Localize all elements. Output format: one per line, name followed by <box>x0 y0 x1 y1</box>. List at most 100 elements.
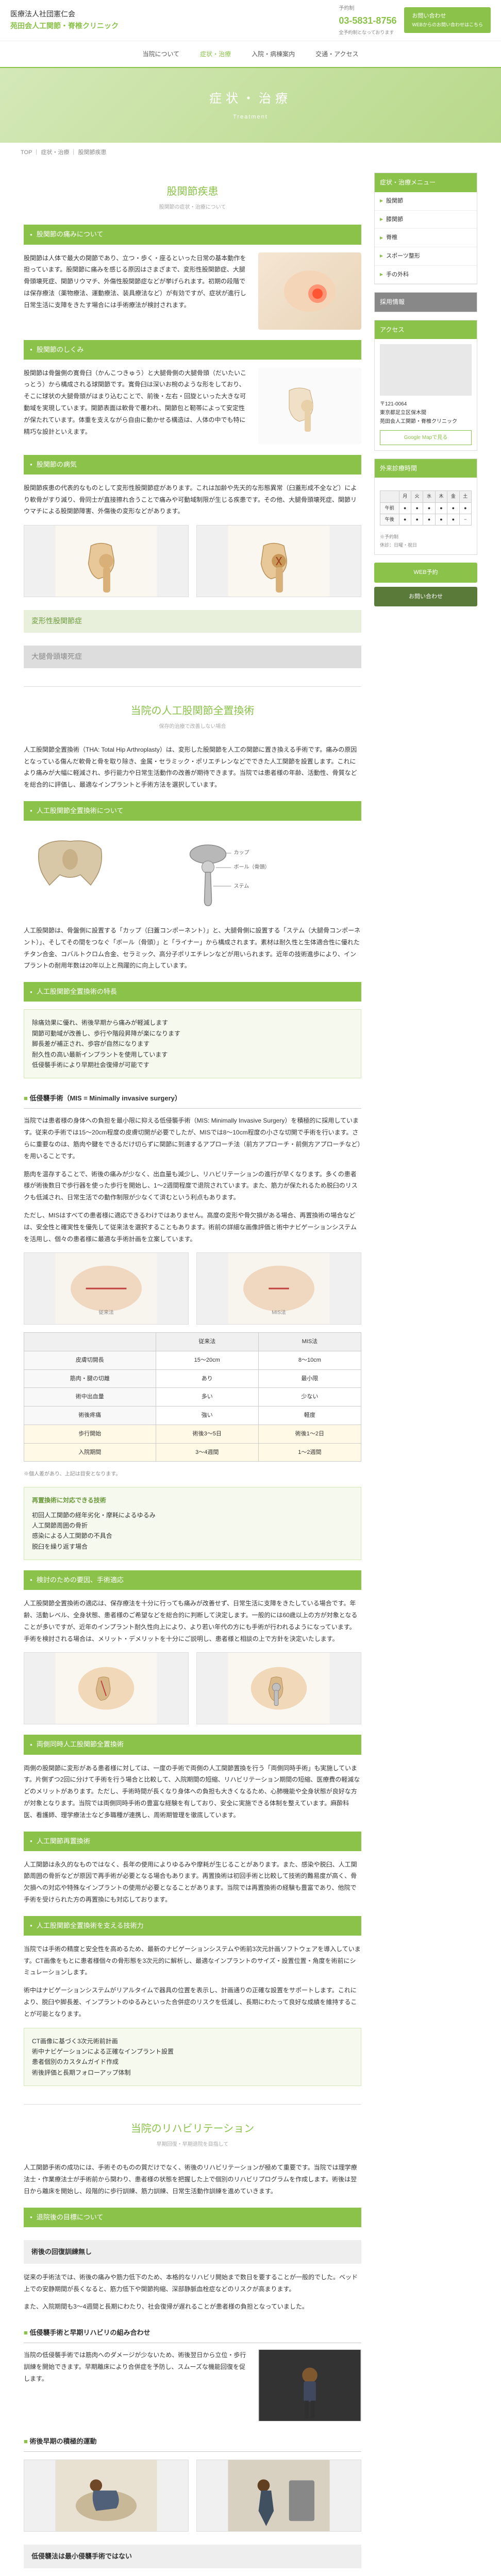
revision-text: 人工関節は永久的なものではなく、長年の使用によりゆるみや摩耗が生じることがありま… <box>24 1859 361 1906</box>
rehab-gray-1: 術後の回復訓練無し <box>24 2240 361 2264</box>
disease-image-2 <box>196 525 361 597</box>
main-content: 股関節疾患 股関節の症状・治療について 股関節の痛みについて 股関節は人体で最大… <box>24 173 361 2576</box>
dual-text: 両側の股関節に変形がある患者様に対しては、一度の手術で両側の人工関節置換を行う「… <box>24 1762 361 1821</box>
top-bar: 医療法人社団憲仁会 苑田会人工関節・脊椎クリニック 予約制 03-5831-87… <box>0 0 501 41</box>
map-placeholder[interactable] <box>380 344 472 396</box>
hours-note: ※予約制 休診：日曜・祝日 <box>380 533 472 549</box>
page-subtitle: 股関節の症状・治療について <box>24 203 361 212</box>
sidebar: 症状・治療メニュー 股関節 膝関節 脊椎 スポーツ整形 手の外科 採用情報 アク… <box>374 173 477 2576</box>
side-sports[interactable]: スポーツ整形 <box>375 247 477 266</box>
svg-text:ステム: ステム <box>234 883 249 889</box>
rehab-p1: 従来の手術法では、術後の痛みや筋力低下のため、本格的なリハビリ開始まで数日を要す… <box>24 2272 361 2295</box>
rehab-img-1 <box>258 2349 361 2421</box>
navi-head: 人工股関節全置換術を支える技術力 <box>24 1916 361 1936</box>
breadcrumb[interactable]: TOP ｜ 症状・治療 ｜ 股関節疾患 <box>0 143 501 163</box>
side-hours: 外来診療時間 月 火 水 木 金 土 午前 ● ● <box>374 459 477 555</box>
svg-text:ボール（骨頭）: ボール（骨頭） <box>234 864 270 870</box>
consider-img-1 <box>24 1652 189 1724</box>
phone-label: 予約制 <box>339 4 396 13</box>
navi-p1: 当院では手術の精度と安全性を高めるため、最新のナビゲーションシステムや術前3次元… <box>24 1943 361 1978</box>
disease-image-1 <box>24 525 189 597</box>
anatomy-image <box>258 367 361 445</box>
tab-oa[interactable]: 変形性股関節症 <box>24 610 361 633</box>
hip-pain-image <box>258 252 361 330</box>
side-access: アクセス 〒121-0064 東京都足立区保木間 苑田会人工関節・脊椎クリニック… <box>374 320 477 451</box>
tha-intro: 人工股関節全置換術（THA: Total Hip Arthroplasty）は、… <box>24 744 361 791</box>
address: 〒121-0064 東京都足立区保木間 苑田会人工関節・脊椎クリニック <box>380 400 472 426</box>
consider-text: 人工股関節全置換術の適応は、保存療法を十分に行っても痛みが改善せず、日常生活に支… <box>24 1598 361 1645</box>
tha-p1: 人工股関節は、骨盤側に設置する「カップ（臼蓋コンポーネント）」と、大腿骨側に設置… <box>24 925 361 972</box>
rehab-sub: 早期回復・早期退院を目指して <box>24 2140 361 2149</box>
feature-box: 除痛効果に優れ、術後早期から痛みが軽減します 関節可動域が改善し、歩行や階段昇降… <box>24 1009 361 1078</box>
navi-p2: 術中はナビゲーションシステムがリアルタイムで器具の位置を表示し、計画通りの正確な… <box>24 1985 361 2020</box>
mis-p1: 当院では患者様の身体への負担を最小限に抑える低侵襲手術（MIS: Minimal… <box>24 1115 361 1162</box>
svg-text:カップ: カップ <box>234 850 249 856</box>
nav-access[interactable]: 交通・アクセス <box>315 49 358 59</box>
phone-sub: 全予約制となっております <box>339 29 396 37</box>
nav-about[interactable]: 当院について <box>142 49 179 59</box>
hero-title: 症状・治療 <box>21 89 480 110</box>
side-recruit[interactable]: 採用情報 <box>374 292 477 312</box>
feature-3: 脚長差が補正され、歩容が自然になります <box>32 1039 353 1049</box>
anatomy-text: 股関節は骨盤側の寛骨臼（かんこつきゅう）と大腿骨側の大腿骨頭（だいたいこっとう）… <box>24 367 248 445</box>
rehab-img-3 <box>196 2460 361 2532</box>
side-menu: 症状・治療メニュー 股関節 膝関節 脊椎 スポーツ整形 手の外科 <box>374 173 477 284</box>
tha-feature-head: 人工股関節全置換術の特長 <box>24 982 361 1002</box>
tha-sub: 保存的治療で改善しない場合 <box>24 722 361 731</box>
section-disease: 股関節の病気 <box>24 455 361 474</box>
feature-5: 低侵襲手術により早期社会復帰が可能です <box>32 1060 353 1070</box>
side-reserve-btn[interactable]: WEB予約 <box>374 563 477 583</box>
tab-necrosis[interactable]: 大腿骨頭壊死症 <box>24 646 361 668</box>
contact-button[interactable]: お問い合わせ WEBからのお問い合わせはこちら <box>404 7 491 33</box>
rehab-sub1: 低侵襲手術と早期リハビリの組み合わせ <box>24 2323 361 2343</box>
map-button[interactable]: Google Mapで見る <box>380 430 472 445</box>
side-knee[interactable]: 膝関節 <box>375 211 477 229</box>
main-nav: 当院について 症状・治療 入院・病棟案内 交通・アクセス <box>0 41 501 68</box>
rehab-title: 当院のリハビリテーション <box>24 2104 361 2138</box>
navi-items: CT画像に基づく3次元術前計画 術中ナビゲーションによる正確なインプラント設置 … <box>24 2028 361 2087</box>
side-hand[interactable]: 手の外科 <box>375 266 477 284</box>
rehab-goal-head: 退院後の目標について <box>24 2208 361 2227</box>
page-title: 股関節疾患 <box>24 183 361 200</box>
svg-text:MIS法: MIS法 <box>272 1309 286 1316</box>
rehab-p2: また、入院期間も3〜4週間と長期にわたり、社会復帰が遅れることが患者様の負担とな… <box>24 2301 361 2313</box>
nav-treatment[interactable]: 症状・治療 <box>200 49 231 59</box>
consider-head: 検討のための要因、手術適応 <box>24 1570 361 1590</box>
side-spine[interactable]: 脊椎 <box>375 229 477 247</box>
rehab-gray-2: 低侵襲法は最小侵襲手術ではない <box>24 2545 361 2568</box>
hero: 症状・治療 Treatment <box>0 68 501 142</box>
logo-main: 苑田会人工関節・脊椎クリニック <box>10 22 119 30</box>
hours-table: 月 火 水 木 金 土 午前 ● ● ● ● ● ● <box>380 490 472 526</box>
pain-text: 股関節は人体で最大の関節であり、立つ・歩く・座るといった日常の基本動作を担ってい… <box>24 252 248 330</box>
header-contact: 予約制 03-5831-8756 全予約制となっております お問い合わせ WEB… <box>339 4 491 37</box>
side-contact-btn[interactable]: お問い合わせ <box>374 587 477 607</box>
mis-image-1: 従来法 <box>24 1252 189 1325</box>
phone-number[interactable]: 03-5831-8756 <box>339 13 396 29</box>
mis-image-2: MIS法 <box>196 1252 361 1325</box>
mis-p2: 筋肉を温存することで、術後の痛みが少なく、出血量も減少し、リハビリテーションの進… <box>24 1168 361 1204</box>
hero-sub: Treatment <box>21 112 480 122</box>
rehab-sub1-text: 当院の低侵襲手術では筋肉へのダメージが少ないため、術後翌日から立位・歩行訓練を開… <box>24 2349 248 2421</box>
revision-candidates: 再置換術に対応できる技術 初回人工関節の経年劣化・摩耗によるゆるみ 人工関節周囲… <box>24 1487 361 1560</box>
implant-image: カップボール（骨頭） ステム <box>127 828 361 914</box>
consider-img-2 <box>196 1652 361 1724</box>
side-hip[interactable]: 股関節 <box>375 192 477 211</box>
rehab-img-2 <box>24 2460 189 2532</box>
table-caption: ※個人差があり、上記は目安となります。 <box>24 1469 361 1479</box>
disease-text: 股関節疾患の代表的なものとして変形性股関節症があります。これは加齢や先天的な形態… <box>24 482 361 517</box>
section-pain: 股関節の痛みについて <box>24 225 361 244</box>
tha-about-head: 人工股関節全置換術について <box>24 801 361 821</box>
dual-head: 両側同時人工股関節全置換術 <box>24 1735 361 1754</box>
logo[interactable]: 医療法人社団憲仁会 苑田会人工関節・脊椎クリニック <box>10 8 119 33</box>
side-menu-head: 症状・治療メニュー <box>375 173 477 192</box>
mis-head: 低侵襲手術（MIS = Minimally invasive surgery） <box>24 1089 361 1109</box>
revision-head: 人工関節再置換術 <box>24 1832 361 1851</box>
section-anatomy: 股関節のしくみ <box>24 340 361 360</box>
feature-4: 耐久性の高い最新インプラントを使用しています <box>32 1049 353 1060</box>
mis-p3: ただし、MISはすべての患者様に適応できるわけではありません。高度の変形や骨欠損… <box>24 1210 361 1245</box>
svg-text:従来法: 従来法 <box>98 1309 114 1316</box>
tha-title: 当院の人工股関節全置換術 <box>24 686 361 720</box>
feature-1: 除痛効果に優れ、術後早期から痛みが軽減します <box>32 1018 353 1028</box>
nav-admission[interactable]: 入院・病棟案内 <box>252 49 295 59</box>
comparison-table: 従来法 MIS法 皮膚切開長15〜20cm8〜10cm 筋肉・腱の切離あり最小限… <box>24 1332 361 1462</box>
